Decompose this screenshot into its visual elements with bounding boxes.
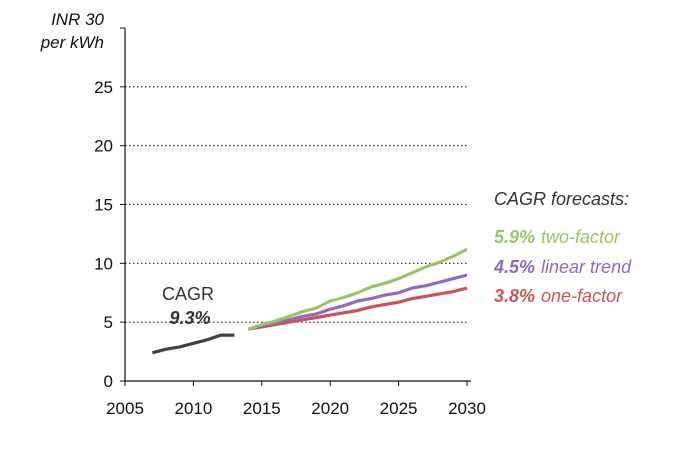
x-tick-label: 2025 bbox=[380, 399, 418, 418]
svg-text:5.9%two-factor: 5.9% two-factor bbox=[494, 227, 621, 247]
y-tick-label: 0 bbox=[104, 372, 113, 391]
x-ticks: 2005 2010 2015 2020 2025 2030 bbox=[106, 381, 486, 418]
x-tick-label: 2005 bbox=[106, 399, 144, 418]
forecast-legend-title: CAGR forecasts: bbox=[494, 189, 629, 209]
legend-rate: 3.8% bbox=[494, 286, 535, 306]
x-tick-label: 2010 bbox=[174, 399, 212, 418]
series-lines bbox=[151, 247, 468, 355]
legend-rate: 5.9% bbox=[494, 227, 535, 247]
y-tick-label: 20 bbox=[94, 137, 113, 156]
series-line-linear-trend bbox=[247, 273, 468, 331]
historical-cagr-label: CAGR bbox=[162, 284, 214, 304]
series-line-one-factor bbox=[247, 286, 468, 331]
legend-name: linear trend bbox=[541, 257, 632, 277]
legend-rate: 4.5% bbox=[493, 257, 535, 277]
y-unit-label-line-2: per kWh bbox=[40, 33, 104, 52]
series-line-two-factor bbox=[247, 247, 468, 331]
svg-text:4.5%linear trend: 4.5% linear trend bbox=[493, 257, 632, 277]
historical-cagr-value: 9.3% bbox=[169, 308, 210, 328]
legend-name: one-factor bbox=[541, 286, 623, 306]
historical-series-line bbox=[151, 333, 235, 355]
x-tick-label: 2020 bbox=[311, 399, 349, 418]
legend-entry-one-factor: 3.8% one-factor bbox=[494, 286, 623, 306]
y-tick-label: 25 bbox=[94, 78, 113, 97]
x-tick-label: 2030 bbox=[448, 399, 486, 418]
legend-entry-two-factor: 5.9% two-factor bbox=[494, 227, 621, 247]
svg-text:3.8%one-factor: 3.8% one-factor bbox=[494, 286, 623, 306]
y-tick-label: 15 bbox=[94, 196, 113, 215]
legend-entry-linear-trend: 4.5% linear trend bbox=[493, 257, 632, 277]
legend-name: two-factor bbox=[541, 227, 621, 247]
y-tick-label: 5 bbox=[104, 313, 113, 332]
x-tick-label: 2015 bbox=[243, 399, 281, 418]
y-ticks: 0 5 10 15 20 25 bbox=[94, 27, 125, 391]
gridlines bbox=[125, 86, 467, 323]
y-tick-label: 10 bbox=[94, 254, 113, 273]
y-unit-label-line-1: INR 30 bbox=[51, 10, 104, 29]
